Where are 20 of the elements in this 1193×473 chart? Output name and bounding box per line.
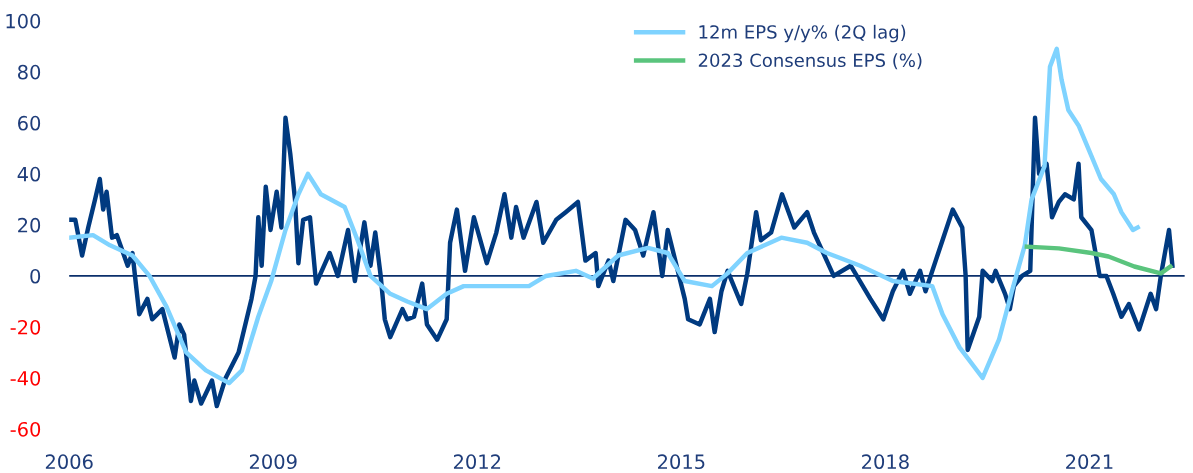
line-series bbox=[69, 115, 1175, 409]
x-tick-label: 2015 bbox=[658, 454, 705, 470]
y-tick-label: 80 bbox=[17, 64, 41, 80]
y-tick-label: -20 bbox=[10, 319, 41, 335]
y-tick-label: 20 bbox=[18, 217, 41, 233]
x-tick-label: 2006 bbox=[45, 454, 93, 470]
x-tick-label: 2018 bbox=[862, 454, 909, 470]
y-tick-label: -40 bbox=[10, 370, 41, 386]
y-tick-label: -60 bbox=[10, 421, 41, 437]
y-tick-label: 100 bbox=[6, 13, 41, 29]
y-tick-label: 0 bbox=[30, 268, 41, 284]
line-series bbox=[1024, 244, 1173, 276]
legend-label: 12m EPS y/y% (2Q lag) bbox=[699, 24, 906, 43]
x-tick-label: 2021 bbox=[1066, 454, 1113, 470]
line-series bbox=[69, 46, 1140, 386]
y-tick-label: 40 bbox=[17, 166, 41, 182]
legend-label: 2023 Consensus EPS (%) bbox=[698, 53, 922, 70]
x-tick-label: 2009 bbox=[249, 454, 297, 470]
x-tick-label: 2012 bbox=[453, 454, 501, 470]
y-tick-label: 60 bbox=[18, 115, 41, 131]
